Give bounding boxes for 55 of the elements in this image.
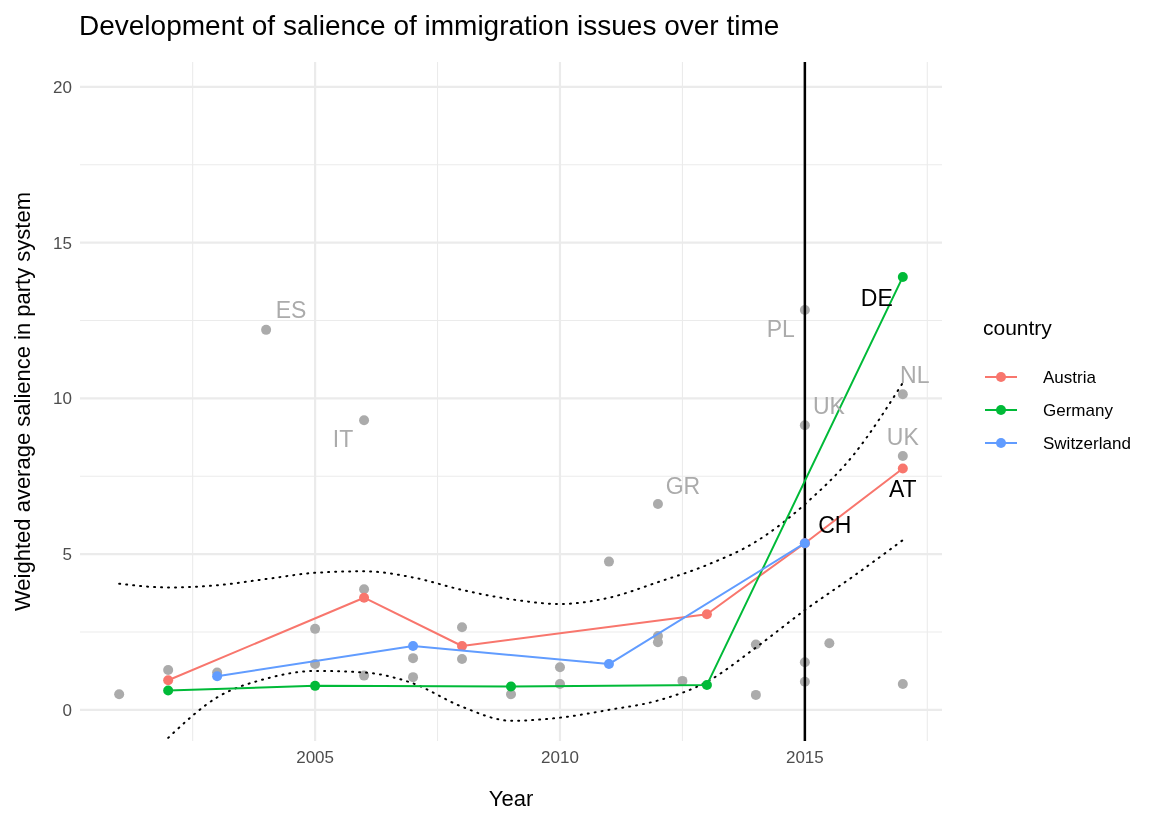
point [506, 681, 516, 692]
legend-label: Switzerland [1043, 434, 1131, 453]
point [212, 671, 223, 682]
point [163, 685, 174, 696]
point [163, 675, 174, 686]
point [163, 664, 174, 675]
point [652, 498, 663, 509]
point [897, 463, 908, 474]
point [408, 641, 419, 651]
y-tick-label: 5 [62, 545, 72, 565]
point [457, 654, 468, 665]
point [408, 653, 419, 664]
point [114, 689, 125, 700]
annotation: IT [332, 426, 354, 453]
point [701, 609, 712, 620]
x-axis-title: Year [488, 786, 534, 811]
point [359, 592, 370, 603]
point [310, 680, 321, 691]
point [897, 451, 908, 462]
annotation: PL [766, 315, 796, 342]
x-tick-label: 2010 [541, 748, 579, 767]
legend-label: Austria [1043, 368, 1097, 387]
point [824, 638, 835, 649]
point [310, 623, 321, 634]
point [750, 689, 761, 700]
point [457, 641, 468, 651]
x-tick-label: 2005 [296, 748, 334, 767]
point [897, 271, 908, 282]
annotation: DE [860, 284, 893, 311]
y-tick-label: 0 [62, 700, 72, 720]
point [408, 672, 419, 683]
y-axis-title: Weighted average salience in party system [10, 191, 35, 612]
point [897, 389, 908, 400]
point [359, 415, 370, 426]
point [554, 662, 565, 673]
point [603, 556, 614, 567]
annotation: AT [888, 476, 917, 503]
annotation: UK [886, 424, 920, 451]
point [261, 324, 272, 335]
chart-title: Development of salience of immigration issues over time [79, 10, 780, 41]
annotation: NL [900, 362, 930, 389]
point [359, 584, 370, 595]
y-tick-label: 10 [53, 389, 72, 409]
point [897, 679, 908, 689]
x-tick-label: 2015 [785, 748, 824, 767]
y-tick-label: 15 [53, 233, 72, 253]
legend-label: Germany [1043, 401, 1114, 420]
y-tick-label: 20 [53, 77, 72, 97]
point [603, 659, 614, 670]
point [457, 622, 468, 633]
annotation: GR [665, 472, 701, 499]
annotation: ES [275, 296, 307, 323]
point [359, 670, 370, 681]
point [701, 679, 712, 690]
legend-title: country [983, 316, 1053, 339]
